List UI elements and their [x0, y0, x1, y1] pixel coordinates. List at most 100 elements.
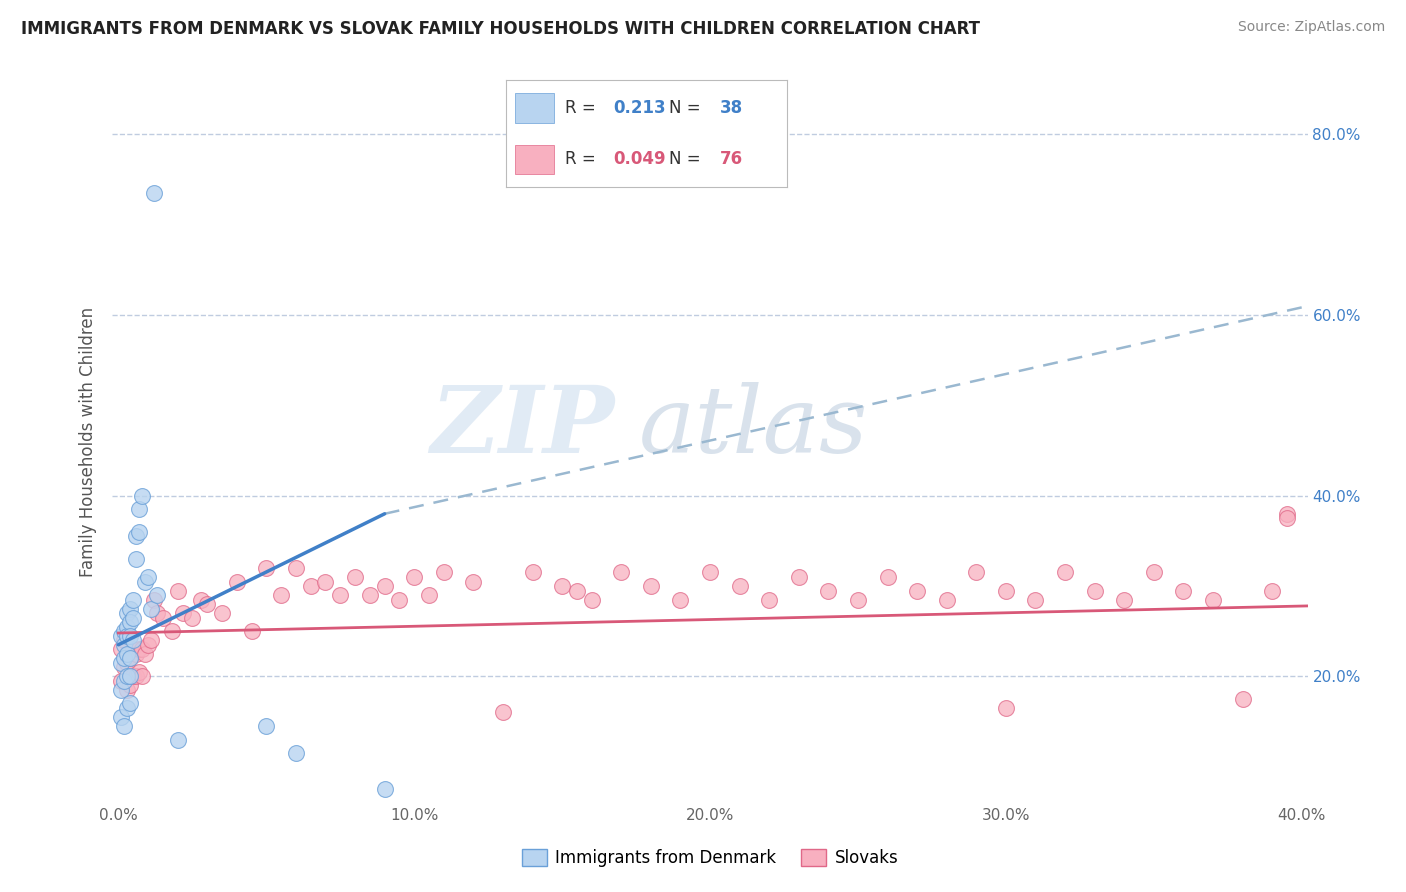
Point [136, 638, 159, 652]
Point [240, 624, 263, 639]
Point [146, 606, 169, 620]
Point [136, 570, 159, 584]
Point [225, 574, 247, 589]
Point [110, 642, 132, 657]
Point [117, 606, 139, 620]
Point [134, 647, 156, 661]
Point [374, 579, 396, 593]
Point [117, 647, 139, 661]
Point [699, 566, 721, 580]
Point [125, 647, 148, 661]
Point [1114, 592, 1136, 607]
Text: 76: 76 [720, 151, 742, 169]
Point [122, 610, 145, 624]
Point [128, 524, 150, 539]
Text: R =: R = [565, 151, 602, 169]
Point [112, 633, 135, 648]
Point [125, 669, 148, 683]
Point [128, 502, 150, 516]
Point [117, 656, 139, 670]
Point [110, 673, 132, 688]
Point [122, 592, 145, 607]
Point [152, 610, 174, 624]
Point [122, 642, 145, 657]
Point [1173, 583, 1195, 598]
Point [284, 746, 307, 760]
Point [117, 669, 139, 683]
Point [433, 566, 456, 580]
Point [128, 642, 150, 657]
Point [374, 782, 396, 797]
Point [846, 592, 869, 607]
Legend: Immigrants from Denmark, Slovaks: Immigrants from Denmark, Slovaks [515, 842, 905, 874]
Point [344, 570, 367, 584]
FancyBboxPatch shape [515, 145, 554, 175]
Point [112, 651, 135, 665]
Point [117, 701, 139, 715]
Point [669, 592, 692, 607]
Point [120, 669, 142, 683]
Point [120, 678, 142, 692]
Point [581, 592, 603, 607]
Point [565, 583, 588, 598]
Point [166, 583, 188, 598]
Point [1143, 566, 1166, 580]
Point [640, 579, 662, 593]
Point [270, 588, 292, 602]
Text: R =: R = [565, 99, 602, 117]
Point [254, 719, 277, 733]
Point [994, 701, 1017, 715]
Point [359, 588, 381, 602]
Point [1261, 583, 1284, 598]
Point [551, 579, 574, 593]
Point [935, 592, 957, 607]
Point [139, 633, 162, 648]
Point [418, 588, 440, 602]
Point [728, 579, 751, 593]
Point [131, 489, 153, 503]
Point [1053, 566, 1076, 580]
Point [131, 669, 153, 683]
Point [190, 592, 212, 607]
Point [112, 673, 135, 688]
Point [131, 642, 153, 657]
Point [146, 588, 169, 602]
Point [120, 601, 142, 615]
Point [120, 629, 142, 643]
Point [905, 583, 928, 598]
Point [112, 660, 135, 674]
Point [211, 606, 233, 620]
Point [463, 574, 485, 589]
Text: ZIP: ZIP [430, 382, 614, 472]
Point [1275, 511, 1298, 525]
Point [117, 682, 139, 697]
Text: N =: N = [669, 151, 706, 169]
Point [181, 610, 204, 624]
Point [120, 615, 142, 630]
Point [110, 682, 132, 697]
Point [112, 638, 135, 652]
Point [117, 629, 139, 643]
Point [110, 710, 132, 724]
Point [134, 574, 156, 589]
Point [112, 624, 135, 639]
Point [125, 552, 148, 566]
Point [299, 579, 322, 593]
Point [994, 583, 1017, 598]
Point [125, 529, 148, 543]
Point [876, 570, 898, 584]
Text: 0.213: 0.213 [613, 99, 665, 117]
Point [404, 570, 426, 584]
Y-axis label: Family Households with Children: Family Households with Children [79, 307, 97, 576]
Point [112, 719, 135, 733]
Point [166, 732, 188, 747]
Point [787, 570, 810, 584]
Point [817, 583, 839, 598]
Point [122, 633, 145, 648]
Point [758, 592, 780, 607]
Point [965, 566, 987, 580]
Point [172, 606, 194, 620]
Point [120, 697, 142, 711]
Point [388, 592, 411, 607]
Text: 38: 38 [720, 99, 742, 117]
